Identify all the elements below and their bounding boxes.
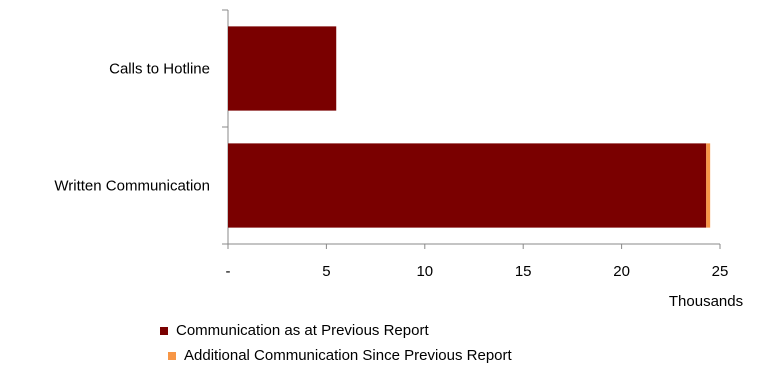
x-tick-label: 20 <box>613 263 630 280</box>
x-tick-label: - <box>226 263 231 280</box>
legend-swatch-additional <box>168 352 176 360</box>
bar-additional-1 <box>706 143 710 227</box>
legend-item-previous: Communication as at Previous Report <box>160 318 512 343</box>
category-labels: Calls to Hotline Written Communication <box>54 61 210 195</box>
x-tick-label: 15 <box>515 263 532 280</box>
legend-item-additional: Additional Communication Since Previous … <box>168 343 512 368</box>
legend-label-previous: Communication as at Previous Report <box>176 322 429 339</box>
bar-previous-0 <box>228 26 336 110</box>
legend: Communication as at Previous Report Addi… <box>160 318 512 368</box>
category-label: Written Communication <box>54 178 210 195</box>
category-label: Calls to Hotline <box>109 61 210 78</box>
legend-swatch-previous <box>160 327 168 335</box>
x-unit-label: Thousands <box>669 293 743 310</box>
bar-previous-1 <box>228 143 706 227</box>
x-tick-label: 10 <box>416 263 433 280</box>
x-tick-label: 5 <box>322 263 330 280</box>
x-tick-label: 25 <box>712 263 729 280</box>
legend-label-additional: Additional Communication Since Previous … <box>184 347 512 364</box>
bars-group <box>228 26 710 227</box>
